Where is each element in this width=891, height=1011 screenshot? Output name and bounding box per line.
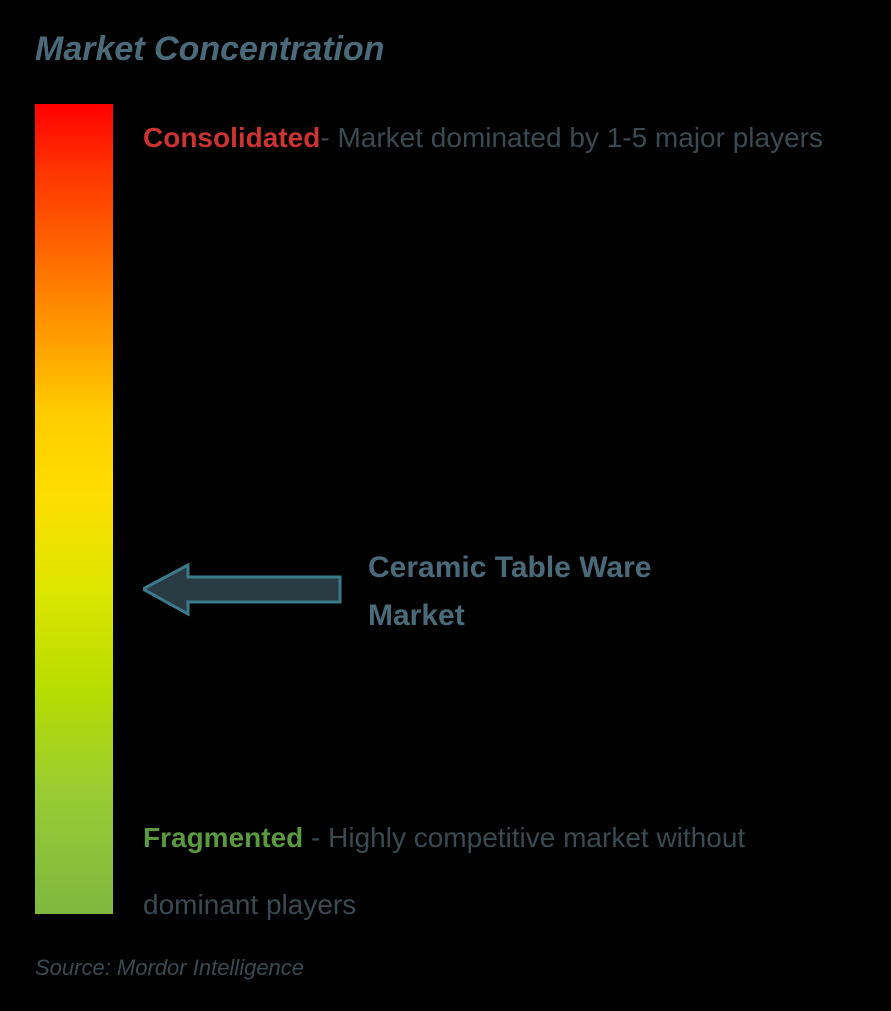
consolidated-block: Consolidated- Market dominated by 1-5 ma… xyxy=(143,104,836,171)
source-attribution: Source: Mordor Intelligence xyxy=(35,955,304,981)
market-label: Ceramic Table Ware Market xyxy=(368,544,651,640)
content-area: Consolidated- Market dominated by 1-5 ma… xyxy=(35,104,856,914)
text-column: Consolidated- Market dominated by 1-5 ma… xyxy=(143,104,856,914)
concentration-gradient-bar xyxy=(35,104,113,914)
page-title: Market Concentration xyxy=(35,30,856,69)
consolidated-text: Consolidated- Market dominated by 1-5 ma… xyxy=(143,104,836,171)
consolidated-label: Consolidated xyxy=(143,122,320,153)
fragmented-label: Fragmented xyxy=(143,822,303,853)
market-label-line1: Ceramic Table Ware xyxy=(368,551,651,584)
marker-block: Ceramic Table Ware Market xyxy=(143,544,836,640)
fragmented-text: Fragmented - Highly competitive market w… xyxy=(143,804,836,938)
arrow-left-icon xyxy=(143,562,343,622)
market-label-line2: Market xyxy=(368,599,465,632)
consolidated-description: - Market dominated by 1-5 major players xyxy=(320,122,823,153)
fragmented-block: Fragmented - Highly competitive market w… xyxy=(143,804,836,938)
